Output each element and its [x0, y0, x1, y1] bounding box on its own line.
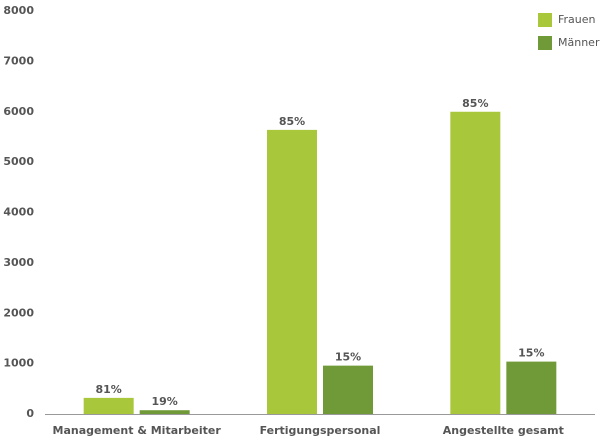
y-tick-label: 7000 — [3, 54, 34, 67]
y-tick-label: 2000 — [3, 306, 34, 319]
x-tick-label: Fertigungspersonal — [260, 424, 381, 437]
bar — [267, 129, 317, 414]
legend-label: Männer — [558, 36, 600, 49]
value-label: 85% — [279, 115, 305, 128]
x-tick-label: Angestellte gesamt — [443, 424, 564, 437]
y-tick-label: 0 — [26, 407, 34, 420]
value-label: 85% — [462, 97, 488, 110]
bar — [83, 397, 134, 414]
bar — [323, 365, 373, 414]
legend-swatch — [538, 13, 552, 27]
legend-label: Frauen — [558, 13, 596, 26]
x-tick-label: Management & Mitarbeiter — [53, 424, 222, 437]
bar — [450, 111, 501, 414]
value-label: 15% — [518, 347, 544, 360]
value-label: 19% — [151, 395, 177, 408]
y-tick-label: 3000 — [3, 256, 34, 269]
value-label: 81% — [95, 383, 121, 396]
y-tick-label: 6000 — [3, 105, 34, 118]
y-tick-label: 4000 — [3, 206, 34, 219]
value-label: 15% — [335, 351, 361, 364]
y-tick-label: 8000 — [3, 4, 34, 17]
legend-swatch — [538, 36, 552, 50]
y-tick-label: 1000 — [3, 357, 34, 370]
y-tick-label: 5000 — [3, 155, 34, 168]
bar — [506, 361, 557, 414]
bar — [139, 410, 190, 414]
